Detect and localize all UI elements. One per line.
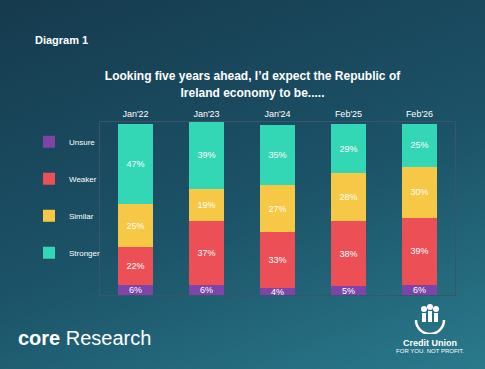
svg-text:30%: 30%	[410, 187, 428, 197]
svg-text:29%: 29%	[339, 144, 357, 154]
svg-text:6%: 6%	[200, 285, 213, 295]
svg-text:19%: 19%	[197, 200, 215, 210]
html-text:Looking five years ahead, I’d: Looking five years ahead, I’d expect the…	[104, 69, 401, 100]
svg-text:Jan'22: Jan'22	[122, 109, 148, 119]
svg-text:28%: 28%	[339, 192, 357, 202]
svg-text:Feb'25: Feb'25	[335, 109, 362, 119]
svg-text:6%: 6%	[129, 285, 142, 295]
svg-text:Feb'26: Feb'26	[406, 109, 433, 119]
svg-text:33%: 33%	[268, 255, 286, 265]
svg-text:22%: 22%	[126, 261, 144, 271]
svg-text:39%: 39%	[197, 150, 215, 160]
svg-text:Jan'24: Jan'24	[264, 109, 290, 119]
svg-text:25%: 25%	[126, 221, 144, 231]
html-text:Credit Union: Credit Union	[403, 338, 457, 348]
svg-text:6%: 6%	[413, 285, 426, 295]
svg-text:38%: 38%	[339, 249, 357, 259]
svg-text:25%: 25%	[410, 140, 428, 150]
svg-text:Similar: Similar	[69, 212, 94, 221]
svg-text:47%: 47%	[126, 159, 144, 169]
svg-text:Unsure: Unsure	[69, 138, 95, 147]
html-text:core Research: core Research	[18, 327, 152, 349]
svg-text:Weaker: Weaker	[69, 175, 97, 184]
html-text:Diagram 1: Diagram 1	[35, 34, 89, 46]
svg-text:4%: 4%	[271, 287, 284, 297]
svg-text:Stronger: Stronger	[69, 249, 100, 258]
svg-text:Jan'23: Jan'23	[193, 109, 219, 119]
html-text:FOR YOU. NOT PROFIT.: FOR YOU. NOT PROFIT.	[396, 348, 464, 354]
svg-text:39%: 39%	[410, 246, 428, 256]
svg-text:37%: 37%	[197, 248, 215, 258]
svg-text:27%: 27%	[268, 204, 286, 214]
svg-text:35%: 35%	[268, 150, 286, 160]
svg-text:5%: 5%	[342, 286, 355, 296]
